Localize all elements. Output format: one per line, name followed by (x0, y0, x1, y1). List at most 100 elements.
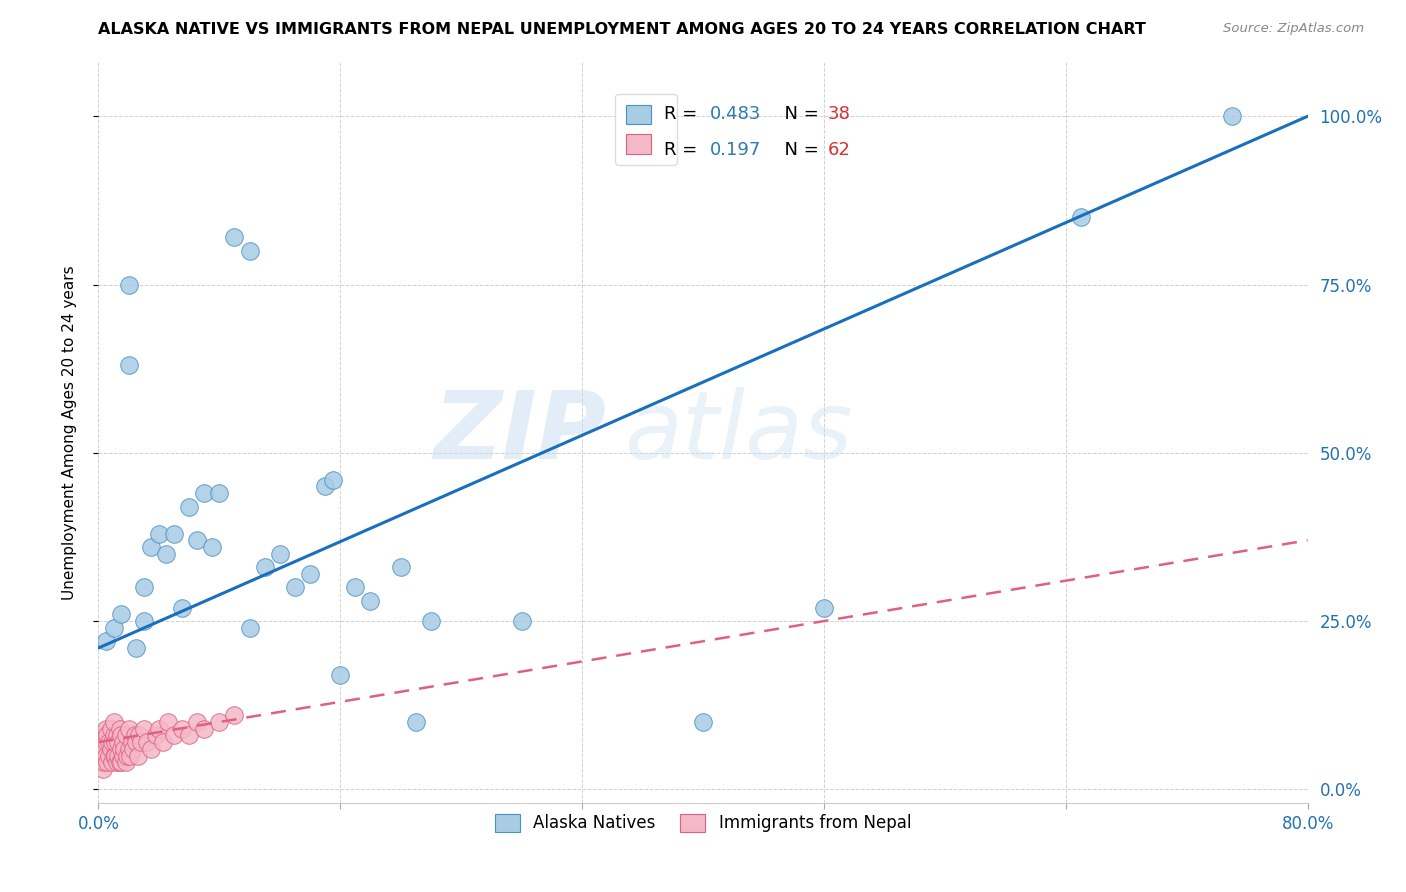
Point (322, 473, 344, 487)
Point (314, 479, 336, 493)
Text: ZIP: ZIP (433, 386, 606, 479)
Point (128, 729, 150, 743)
Point (132, 722, 155, 736)
Point (163, 526, 186, 541)
Point (112, 742, 135, 756)
Point (179, 500, 201, 514)
Point (107, 735, 129, 749)
Y-axis label: Unemployment Among Ages 20 to 24 years: Unemployment Among Ages 20 to 24 years (62, 265, 77, 600)
Point (129, 735, 152, 749)
Text: 0.197: 0.197 (710, 141, 762, 159)
Point (132, 581, 155, 595)
Point (98, 748, 121, 763)
Point (104, 748, 127, 763)
Point (110, 756, 132, 770)
Point (141, 742, 163, 756)
Text: atlas: atlas (624, 387, 852, 478)
Point (145, 729, 167, 743)
Point (208, 714, 231, 729)
Point (118, 742, 141, 756)
Point (110, 607, 132, 622)
Point (224, 230, 246, 244)
Point (284, 581, 307, 595)
Point (91, 742, 114, 756)
Point (98, 735, 121, 749)
Point (193, 722, 215, 736)
Point (114, 729, 136, 743)
Point (186, 533, 208, 548)
Point (193, 486, 215, 500)
Point (148, 526, 170, 541)
Point (103, 748, 125, 763)
Point (118, 722, 141, 736)
Point (104, 735, 127, 749)
Point (94, 748, 117, 763)
Point (90, 735, 112, 749)
Point (96, 729, 118, 743)
Point (125, 735, 148, 749)
Point (118, 359, 141, 373)
Text: N =: N = (773, 141, 825, 159)
Text: Source: ZipAtlas.com: Source: ZipAtlas.com (1223, 22, 1364, 36)
Point (208, 486, 231, 500)
Point (813, 600, 835, 615)
Point (170, 600, 193, 615)
Point (127, 748, 149, 763)
Point (1220, 109, 1243, 123)
Text: 38: 38 (828, 105, 851, 123)
Point (118, 277, 141, 292)
Point (269, 547, 291, 561)
Point (510, 614, 533, 628)
Point (93, 729, 115, 743)
Point (103, 729, 125, 743)
Legend: Alaska Natives, Immigrants from Nepal: Alaska Natives, Immigrants from Nepal (488, 807, 918, 838)
Point (163, 729, 186, 743)
Point (124, 729, 146, 743)
Text: ALASKA NATIVE VS IMMIGRANTS FROM NEPAL UNEMPLOYMENT AMONG AGES 20 TO 24 YEARS CO: ALASKA NATIVE VS IMMIGRANTS FROM NEPAL U… (98, 22, 1146, 37)
Point (101, 756, 124, 770)
Point (101, 735, 124, 749)
Point (344, 581, 367, 595)
Point (239, 244, 262, 258)
Point (420, 614, 443, 628)
Point (94, 634, 117, 648)
Text: 62: 62 (828, 141, 851, 159)
Point (120, 748, 142, 763)
Text: R =: R = (664, 105, 703, 123)
Point (1070, 211, 1092, 225)
Point (148, 722, 170, 736)
Point (115, 748, 138, 763)
Point (103, 714, 125, 729)
Point (90, 748, 112, 763)
Point (329, 668, 352, 682)
Point (105, 729, 128, 743)
Point (360, 594, 382, 608)
Point (111, 748, 134, 763)
Point (135, 735, 157, 749)
Point (105, 756, 128, 770)
Point (94, 722, 117, 736)
Point (299, 566, 322, 581)
Point (110, 742, 132, 756)
Text: N =: N = (773, 105, 825, 123)
Point (156, 714, 179, 729)
Point (141, 540, 163, 554)
Point (100, 742, 122, 756)
Point (89, 756, 111, 770)
Point (91, 762, 114, 776)
Point (405, 714, 427, 729)
Point (122, 742, 145, 756)
Point (253, 560, 276, 574)
Point (389, 560, 412, 574)
Point (94, 735, 117, 749)
Point (121, 735, 143, 749)
Point (155, 547, 177, 561)
Point (96, 756, 118, 770)
Point (132, 614, 155, 628)
Point (114, 756, 136, 770)
Point (239, 621, 262, 635)
Point (125, 640, 148, 655)
Point (100, 722, 122, 736)
Point (152, 735, 174, 749)
Point (201, 540, 224, 554)
